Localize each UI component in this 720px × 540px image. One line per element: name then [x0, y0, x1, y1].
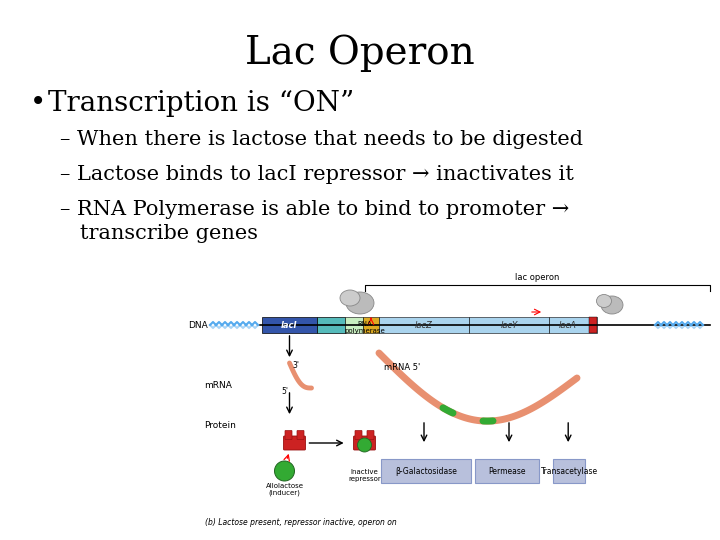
- Text: lacZ: lacZ: [415, 321, 433, 329]
- Text: lacY: lacY: [500, 321, 518, 329]
- Text: mRNA: mRNA: [204, 381, 232, 389]
- Ellipse shape: [340, 290, 360, 306]
- Ellipse shape: [346, 292, 374, 314]
- Circle shape: [274, 461, 294, 481]
- FancyBboxPatch shape: [262, 317, 317, 333]
- FancyBboxPatch shape: [355, 430, 362, 440]
- FancyBboxPatch shape: [469, 317, 549, 333]
- Ellipse shape: [601, 296, 623, 314]
- Text: (b) Lactose present, repressor inactive, operon on: (b) Lactose present, repressor inactive,…: [205, 518, 397, 527]
- Text: – When there is lactose that needs to be digested: – When there is lactose that needs to be…: [60, 130, 583, 149]
- Text: lacA: lacA: [559, 321, 577, 329]
- FancyBboxPatch shape: [284, 436, 305, 450]
- Text: – RNA Polymerase is able to bind to promoter →
   transcribe genes: – RNA Polymerase is able to bind to prom…: [60, 200, 570, 243]
- Text: RNA
polymerase: RNA polymerase: [345, 321, 385, 334]
- Text: Allolactose
(inducer): Allolactose (inducer): [266, 483, 304, 496]
- Text: Protein: Protein: [204, 421, 236, 429]
- Text: 5': 5': [282, 387, 289, 396]
- FancyBboxPatch shape: [381, 459, 471, 483]
- FancyBboxPatch shape: [345, 317, 363, 333]
- FancyBboxPatch shape: [379, 317, 469, 333]
- FancyBboxPatch shape: [554, 459, 585, 483]
- Text: Inactive
repressor: Inactive repressor: [348, 469, 381, 482]
- FancyBboxPatch shape: [363, 317, 379, 333]
- FancyBboxPatch shape: [354, 436, 376, 450]
- Circle shape: [358, 438, 372, 452]
- FancyBboxPatch shape: [367, 430, 374, 440]
- Text: 3': 3': [292, 361, 300, 370]
- FancyBboxPatch shape: [297, 430, 304, 440]
- FancyBboxPatch shape: [475, 459, 539, 483]
- Text: mRNA 5': mRNA 5': [384, 363, 420, 372]
- Text: β-Galactosidase: β-Galactosidase: [395, 467, 457, 476]
- Text: Transacetylase: Transacetylase: [541, 467, 598, 476]
- Text: lac operon: lac operon: [516, 273, 559, 282]
- FancyBboxPatch shape: [285, 430, 292, 440]
- Text: lacI: lacI: [282, 321, 298, 329]
- FancyBboxPatch shape: [549, 317, 597, 333]
- Text: Transcription is “ON”: Transcription is “ON”: [48, 90, 354, 117]
- Text: •: •: [30, 90, 46, 117]
- Ellipse shape: [596, 294, 611, 307]
- Text: Permease: Permease: [488, 467, 526, 476]
- Text: – Lactose binds to lacI repressor → inactivates it: – Lactose binds to lacI repressor → inac…: [60, 165, 574, 184]
- FancyBboxPatch shape: [589, 317, 597, 333]
- Text: DNA: DNA: [188, 321, 208, 329]
- FancyBboxPatch shape: [317, 317, 345, 333]
- Text: Lac Operon: Lac Operon: [245, 35, 475, 72]
